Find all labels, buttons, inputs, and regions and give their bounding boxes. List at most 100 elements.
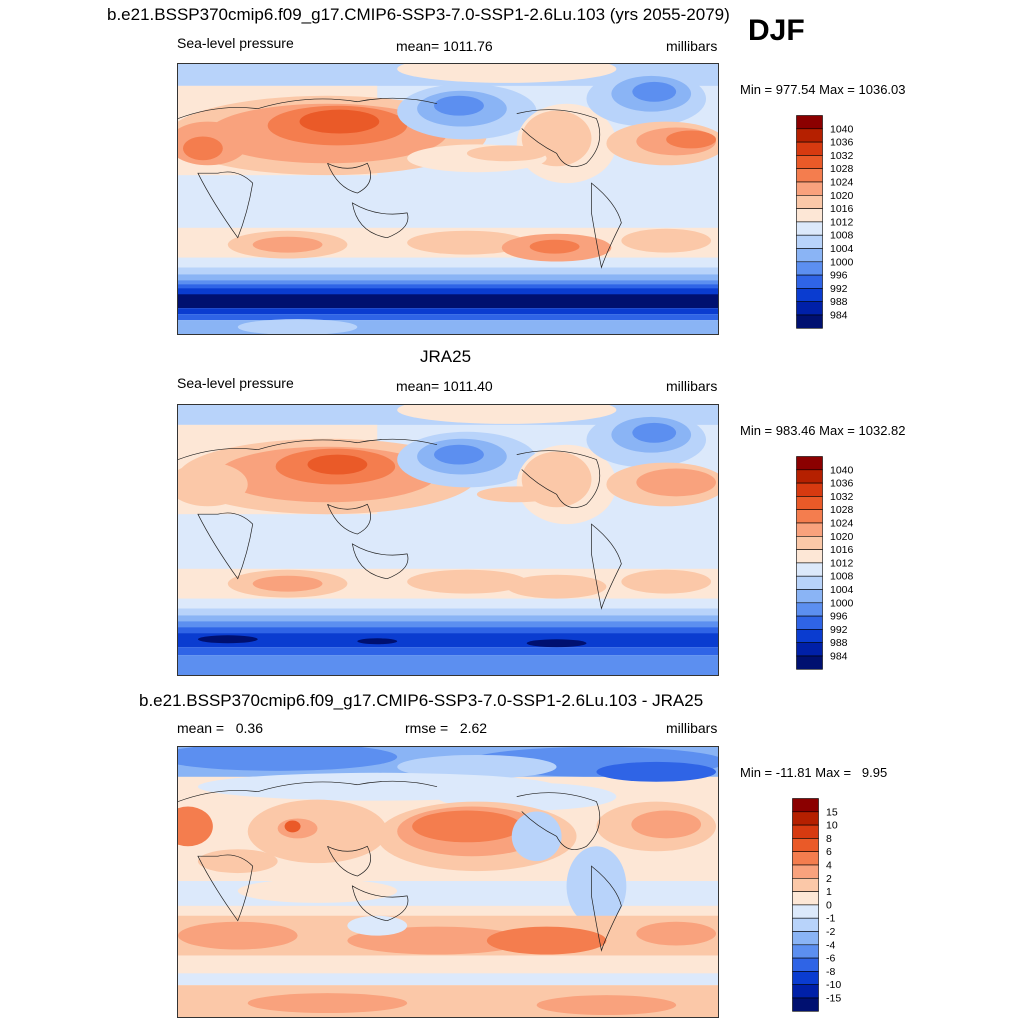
colorbar-tick-label: 984	[830, 310, 848, 322]
colorbar-swatch	[796, 141, 823, 156]
colorbar-swatch	[792, 957, 819, 972]
colorbar-swatch	[796, 314, 823, 329]
panel1-mean-label: mean= 1011.76	[396, 38, 493, 54]
colorbar-tick-label: 1020	[830, 531, 854, 543]
colorbar-tick-label: 1	[826, 886, 832, 898]
panel2-map	[177, 404, 719, 676]
colorbar-swatch	[796, 509, 823, 524]
colorbar-tick-label: -2	[826, 926, 835, 938]
colorbar-tick-label: -15	[826, 993, 841, 1005]
colorbar-swatch	[796, 195, 823, 209]
panel3-units-label: millibars	[666, 720, 718, 736]
colorbar-swatch	[796, 615, 823, 630]
colorbar-tick-label: 1028	[830, 163, 854, 175]
colorbar-swatch	[796, 221, 823, 236]
colorbar-swatch	[796, 128, 823, 143]
panel3-rmse-label: rmse = 2.62	[405, 720, 488, 736]
colorbar-tick-label: 1024	[830, 518, 854, 530]
colorbar-tick-label: 1004	[830, 243, 854, 255]
colorbar-swatch	[792, 904, 819, 919]
colorbar-tick-label: 1032	[830, 150, 854, 162]
colorbar-tick-label: 992	[830, 283, 848, 295]
colorbar-swatch	[796, 248, 823, 263]
colorbar-tick-label: 996	[830, 611, 848, 623]
colorbar-tick-label: 1012	[830, 216, 854, 228]
panel2-mean-label: mean= 1011.40	[396, 378, 493, 394]
panel3-map	[177, 746, 719, 1018]
colorbar-tick-label: 2	[826, 873, 832, 885]
colorbar-swatch	[796, 234, 823, 249]
colorbar-swatch	[796, 642, 823, 657]
colorbar-swatch	[796, 274, 823, 289]
colorbar-tick-label: 15	[826, 806, 838, 818]
colorbar-swatch	[796, 536, 823, 550]
colorbar-swatch	[796, 168, 823, 183]
colorbar-tick-label: 1040	[830, 123, 854, 135]
colorbar-swatch	[796, 115, 823, 130]
colorbar-swatch	[792, 864, 819, 879]
panel2-title: JRA25	[420, 347, 472, 366]
colorbar-swatch	[796, 522, 823, 537]
colorbar-tick-label: 1028	[830, 504, 854, 516]
colorbar-tick-label: 984	[830, 651, 848, 663]
season-label: DJF	[748, 14, 805, 47]
panel1-minmax-label: Min = 977.54 Max = 1036.03	[740, 82, 906, 97]
panel2-variable-label: Sea-level pressure	[177, 375, 294, 391]
colorbar-swatch	[792, 917, 819, 932]
colorbar-tick-label: 1016	[830, 544, 854, 556]
colorbar-tick-label: 10	[826, 820, 838, 832]
colorbar-tick-label: 988	[830, 296, 848, 308]
colorbar-swatch	[796, 482, 823, 497]
colorbar-swatch	[796, 549, 823, 564]
colorbar-swatch	[796, 155, 823, 170]
colorbar-swatch	[796, 496, 823, 511]
colorbar-swatch	[796, 456, 823, 471]
colorbar-swatch	[792, 931, 819, 946]
colorbar-tick-label: 6	[826, 846, 832, 858]
colorbar-tick-label: -10	[826, 979, 841, 991]
panel3-minmax-label: Min = -11.81 Max = 9.95	[740, 765, 888, 780]
colorbar-swatch	[792, 997, 819, 1012]
colorbar-swatch	[792, 798, 819, 813]
panel3-mean-label: mean = 0.36	[177, 720, 264, 736]
panel1-colorbar-swatches	[796, 115, 823, 329]
colorbar-tick-label: 992	[830, 624, 848, 636]
colorbar-tick-label: 4	[826, 860, 832, 872]
colorbar-swatch	[792, 838, 819, 853]
colorbar-swatch	[796, 288, 823, 302]
colorbar-swatch	[792, 944, 819, 959]
colorbar-swatch	[796, 301, 823, 316]
panel1-variable-label: Sea-level pressure	[177, 35, 294, 51]
colorbar-tick-label: -4	[826, 939, 835, 951]
colorbar-swatch	[792, 984, 819, 999]
colorbar-swatch	[796, 261, 823, 276]
colorbar-tick-label: 1032	[830, 491, 854, 503]
colorbar-tick-label: 1040	[830, 464, 854, 476]
colorbar-swatch	[792, 878, 819, 892]
colorbar-swatch	[792, 824, 819, 839]
colorbar-swatch	[792, 851, 819, 866]
colorbar-tick-label: 1000	[830, 597, 854, 609]
colorbar-tick-label: 988	[830, 637, 848, 649]
colorbar-tick-label: -8	[826, 966, 835, 978]
colorbar-tick-label: 1036	[830, 478, 854, 490]
panel1-map	[177, 63, 719, 335]
colorbar-tick-label: 8	[826, 833, 832, 845]
panel3-colorbar-swatches	[792, 798, 819, 1012]
colorbar-tick-label: 1012	[830, 557, 854, 569]
panel2-units-label: millibars	[666, 378, 718, 394]
panel1-title: b.e21.BSSP370cmip6.f09_g17.CMIP6-SSP3-7.…	[107, 5, 730, 24]
colorbar-swatch	[796, 589, 823, 604]
colorbar-tick-label: -6	[826, 953, 835, 965]
colorbar-swatch	[796, 208, 823, 223]
colorbar-swatch	[792, 891, 819, 906]
colorbar-swatch	[792, 811, 819, 826]
colorbar-swatch	[796, 655, 823, 670]
colorbar-tick-label: 0	[826, 899, 832, 911]
panel2-colorbar-swatches	[796, 456, 823, 670]
colorbar-swatch	[796, 602, 823, 617]
colorbar-tick-label: -1	[826, 913, 835, 925]
panel2-minmax-label: Min = 983.46 Max = 1032.82	[740, 423, 906, 438]
